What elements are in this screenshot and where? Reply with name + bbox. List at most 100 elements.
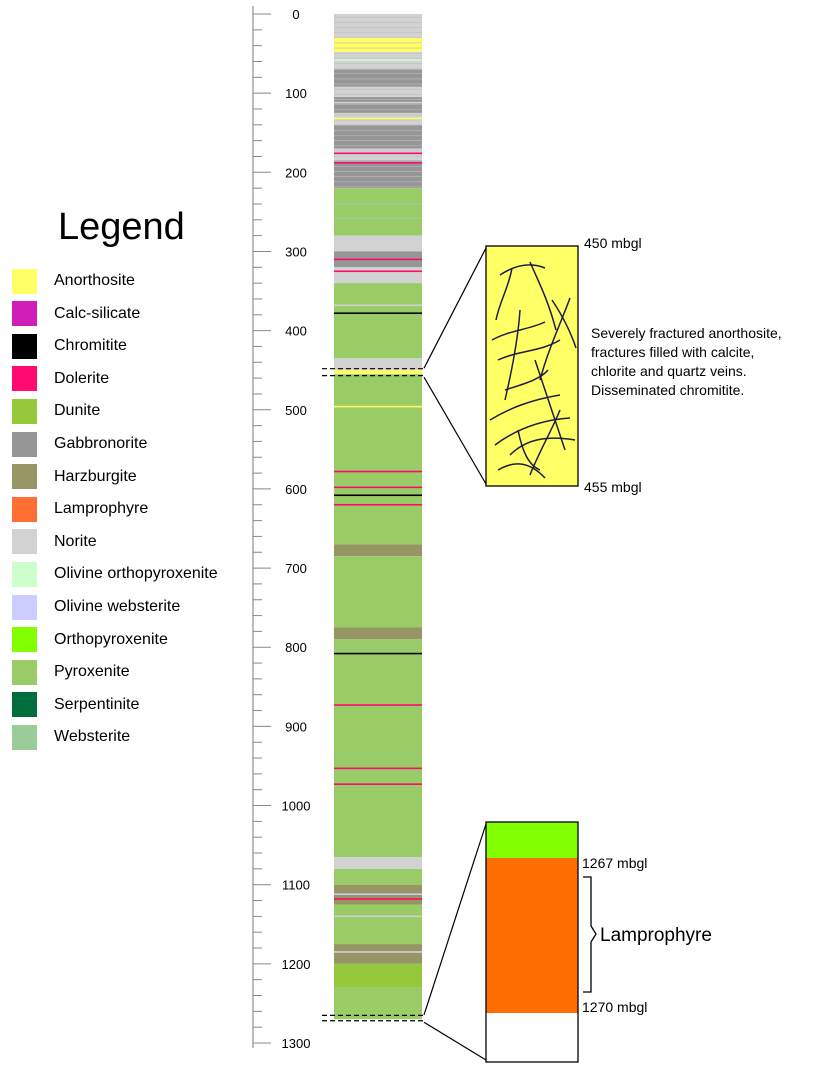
- detail-orthopyroxenite-segment: [486, 822, 578, 858]
- upper-bottom-depth-label: 455 mbgl: [584, 479, 642, 495]
- lithology-layer: [334, 358, 422, 371]
- legend-item: Lamprophyre: [12, 496, 148, 522]
- thin-band: [334, 405, 422, 408]
- thin-band: [334, 117, 422, 120]
- legend-label: Anorthosite: [54, 272, 135, 289]
- tick-label: 500: [285, 403, 307, 418]
- lithology-layer: [334, 14, 422, 38]
- legend-item: Norite: [12, 529, 97, 555]
- fracture-vein: [497, 339, 561, 361]
- thin-band: [334, 101, 422, 104]
- legend-label: Olivine websterite: [54, 598, 181, 615]
- legend-swatch: [12, 529, 37, 555]
- lower-top-depth-label: 1267 mbgl: [582, 855, 647, 871]
- fracture-vein: [494, 417, 571, 446]
- legend-swatch: [12, 464, 37, 490]
- legend-label: Olivine orthopyroxenite: [54, 565, 218, 583]
- lithology-layer: [334, 944, 422, 964]
- tick-label: 700: [285, 561, 307, 576]
- description-line: Severely fractured anorthosite,: [591, 325, 782, 341]
- tick-label: 0: [292, 7, 299, 22]
- connector-line: [423, 247, 487, 369]
- fracture-description: Severely fractured anorthosite, fractures…: [591, 324, 811, 400]
- thin-band: [334, 652, 422, 655]
- thin-band: [334, 312, 422, 315]
- fracture-vein: [509, 437, 576, 456]
- legend-item: Chromitite: [12, 333, 127, 359]
- legend-swatch: [12, 301, 37, 327]
- legend-swatch: [12, 724, 37, 750]
- thin-band: [334, 217, 422, 220]
- thin-band: [334, 951, 422, 953]
- fracture-vein: [539, 297, 571, 381]
- detail-lamprophyre-segment: [486, 858, 578, 1013]
- lithology-layer: [334, 97, 422, 113]
- legend-swatch: [12, 692, 37, 718]
- thin-band: [334, 898, 422, 900]
- upper-top-depth-label: 450 mbgl: [584, 235, 642, 251]
- lithology-layer: [334, 856, 422, 869]
- tick-label: 100: [285, 86, 307, 101]
- tick-label: 200: [285, 165, 307, 180]
- lamprophyre-bracket: [583, 876, 597, 993]
- thin-band: [334, 704, 422, 706]
- lower-bottom-depth-label: 1270 mbgl: [582, 999, 647, 1015]
- legend-label: Websterite: [54, 728, 131, 746]
- fracture-vein: [495, 267, 513, 321]
- thin-band: [334, 915, 422, 918]
- fracture-vein: [491, 321, 546, 341]
- tick-label: 800: [285, 640, 307, 655]
- legend-swatch: [12, 333, 37, 359]
- connector-line: [423, 1021, 487, 1061]
- legend-label: Gabbronorite: [54, 435, 148, 452]
- legend-item: Serpentinite: [12, 692, 139, 718]
- lithology-layer: [334, 283, 422, 359]
- thin-band: [334, 258, 422, 261]
- tick-label: 1100: [282, 878, 310, 893]
- legend-item: Orthopyroxenite: [12, 627, 168, 653]
- description-line: chlorite and quartz veins.: [591, 363, 747, 379]
- thin-band: [334, 470, 422, 473]
- tick-label: 1300: [282, 1036, 311, 1051]
- detail-lower-box: [485, 821, 579, 1063]
- thin-band: [334, 486, 422, 489]
- lithology-layer: [334, 188, 422, 236]
- tick-label: 1200: [282, 957, 311, 972]
- legend-swatch: [12, 431, 37, 457]
- thin-band: [334, 162, 422, 164]
- tick-label: 900: [285, 719, 307, 734]
- description-line: fractures filled with calcite,: [591, 344, 755, 360]
- legend-item: Anorthosite: [12, 268, 135, 294]
- description-line: Disseminated chromitite.: [591, 382, 745, 398]
- legend-label: Calc-silicate: [54, 304, 141, 322]
- thin-band: [334, 59, 422, 61]
- detail-upper: 450 mbgl 455 mbgl: [423, 235, 642, 495]
- fracture-vein: [534, 359, 566, 451]
- lithology-layer: [334, 963, 422, 988]
- lithology-layer: [334, 544, 422, 557]
- tick-label: 400: [285, 324, 307, 339]
- thin-band: [334, 152, 422, 155]
- legend-swatch: [12, 366, 37, 392]
- lithology-layer: [334, 37, 422, 52]
- legend-label: Chromitite: [54, 337, 127, 355]
- lithology-column: [322, 14, 424, 1022]
- detail-blank-segment: [486, 1013, 578, 1062]
- legend-swatch: [12, 659, 37, 685]
- lithology-layer: [334, 235, 422, 252]
- lithology-layer: [334, 904, 422, 945]
- legend-label: Lamprophyre: [54, 500, 149, 518]
- fracture-vein: [497, 463, 546, 479]
- detail-anorthosite-box: [485, 245, 579, 487]
- lithology-layer: [334, 370, 422, 375]
- lithology-layer: [334, 639, 422, 857]
- thin-band: [334, 503, 422, 506]
- depth-axis: 0 100 200 300 400 500 600 700 800 900 1000 1100 1200…: [252, 6, 311, 1051]
- legend-item: Harzburgite: [12, 464, 137, 490]
- thin-band: [334, 767, 422, 770]
- fracture-vein: [499, 264, 546, 276]
- legend-item: Dunite: [12, 398, 100, 424]
- tick-label: 600: [285, 482, 307, 497]
- lithology-layer: [334, 160, 422, 189]
